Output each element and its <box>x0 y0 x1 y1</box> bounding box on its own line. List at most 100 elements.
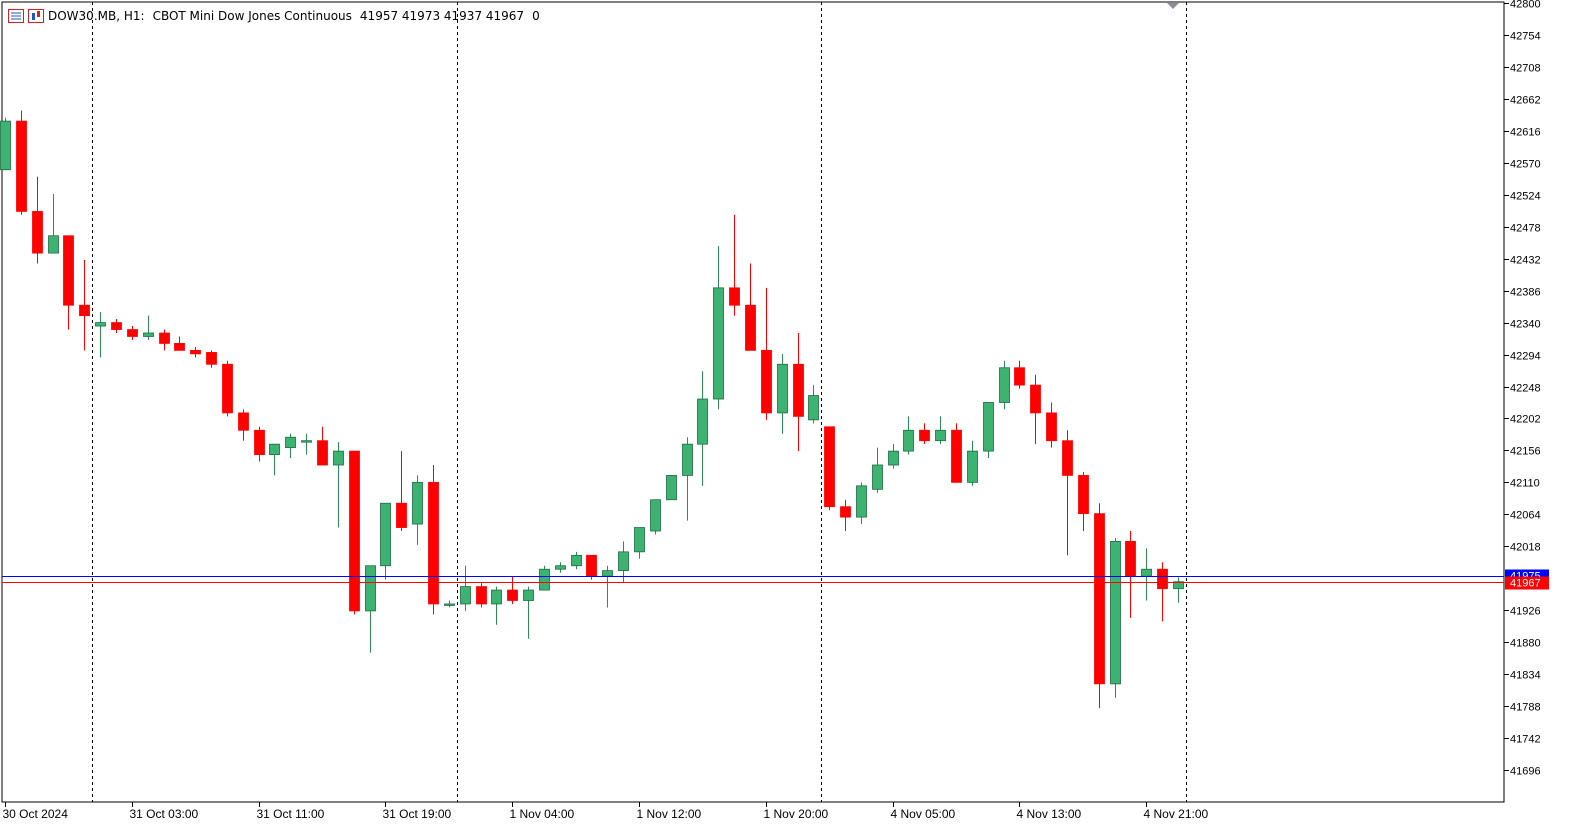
bear-candle-body[interactable] <box>63 235 74 306</box>
bull-candle-body[interactable] <box>269 443 280 455</box>
bear-candle-body[interactable] <box>1046 412 1057 442</box>
bear-candle-body[interactable] <box>349 450 360 612</box>
bear-candle-body[interactable] <box>159 332 170 344</box>
bear-candle-body[interactable] <box>317 440 328 466</box>
y-axis-tick-label: 41788 <box>1510 702 1541 714</box>
bull-candle-body[interactable] <box>967 450 978 483</box>
bull-candle-body[interactable] <box>903 429 914 452</box>
bear-candle-body[interactable] <box>586 554 597 577</box>
bull-candle-body[interactable] <box>697 398 708 445</box>
bear-candle-body[interactable] <box>428 481 439 605</box>
bull-candle-body[interactable] <box>983 402 994 452</box>
bull-candle-body[interactable] <box>602 570 613 577</box>
bear-candle-body[interactable] <box>174 343 185 351</box>
bear-candle-body[interactable] <box>222 363 233 414</box>
y-axis-tick-label: 41880 <box>1510 638 1541 650</box>
x-axis-tick-label: 1 Nov 04:00 <box>510 807 575 821</box>
bull-candle-body[interactable] <box>888 450 899 466</box>
bear-candle-body[interactable] <box>745 304 756 351</box>
y-axis-tick-label: 42754 <box>1510 31 1541 43</box>
bear-candle-body[interactable] <box>919 429 930 442</box>
bear-candle-body[interactable] <box>840 506 851 518</box>
bear-candle-body[interactable] <box>793 363 804 417</box>
bull-candle-body[interactable] <box>666 475 677 501</box>
bear-candle-body[interactable] <box>1157 568 1168 590</box>
bull-candle-body[interactable] <box>444 603 455 606</box>
bull-candle-body[interactable] <box>935 429 946 442</box>
bear-candle-body[interactable] <box>761 349 772 414</box>
y-axis-tick-label: 42570 <box>1510 159 1541 171</box>
bull-candle-body[interactable] <box>143 332 154 337</box>
bull-candle-body[interactable] <box>571 554 582 567</box>
bull-candle-body[interactable] <box>555 565 566 570</box>
y-axis-tick-label: 42340 <box>1510 319 1541 331</box>
bear-candle-body[interactable] <box>127 329 138 337</box>
bear-candle-body[interactable] <box>507 589 518 601</box>
bear-candle-body[interactable] <box>824 426 835 508</box>
y-axis-tick-label: 42386 <box>1510 287 1541 299</box>
bull-candle-body[interactable] <box>682 443 693 476</box>
chart-icon[interactable] <box>28 9 44 23</box>
bear-candle-body[interactable] <box>111 322 122 330</box>
bull-candle-body[interactable] <box>1173 581 1184 590</box>
bid-price-label: 41967 <box>1510 578 1541 590</box>
plot-frame <box>1 1 1505 803</box>
bull-candle-body[interactable] <box>539 568 550 591</box>
bear-candle-body[interactable] <box>238 412 249 431</box>
bear-candle-body[interactable] <box>1078 475 1089 515</box>
bull-candle-body[interactable] <box>856 485 867 518</box>
bear-candle-body[interactable] <box>1030 384 1041 414</box>
bull-candle-body[interactable] <box>650 499 661 532</box>
ohlc-values: 41957 41973 41937 41967 <box>359 9 525 23</box>
bull-candle-body[interactable] <box>285 436 296 449</box>
x-axis-tick-label: 4 Nov 13:00 <box>1017 807 1082 821</box>
bull-candle-body[interactable] <box>634 527 645 553</box>
bear-candle-body[interactable] <box>476 586 487 605</box>
y-axis-tick-label: 42156 <box>1510 446 1541 458</box>
bear-candle-body[interactable] <box>1125 541 1136 577</box>
y-axis-tick-label: 42248 <box>1510 383 1541 395</box>
bear-candle-body[interactable] <box>1094 513 1105 685</box>
bull-candle-body[interactable] <box>301 440 312 443</box>
bull-candle-body[interactable] <box>412 481 423 525</box>
bull-candle-body[interactable] <box>999 367 1010 403</box>
bull-candle-body[interactable] <box>0 120 11 171</box>
bull-candle-body[interactable] <box>808 395 819 421</box>
x-axis-tick-label: 1 Nov 20:00 <box>764 807 829 821</box>
bull-candle-body[interactable] <box>48 235 59 254</box>
y-axis-tick-label: 42800 <box>1510 0 1541 11</box>
bull-candle-body[interactable] <box>1141 568 1152 577</box>
bear-candle-body[interactable] <box>1062 440 1073 476</box>
bull-candle-body[interactable] <box>872 464 883 490</box>
bull-candle-body[interactable] <box>380 502 391 567</box>
y-axis-tick-label: 42524 <box>1510 191 1541 203</box>
bear-candle-body[interactable] <box>1014 367 1025 386</box>
bull-candle-body[interactable] <box>713 287 724 400</box>
bull-candle-body[interactable] <box>1110 541 1121 685</box>
bear-candle-body[interactable] <box>190 349 201 355</box>
bear-candle-body[interactable] <box>396 502 407 528</box>
bull-candle-body[interactable] <box>618 551 629 572</box>
bear-candle-body[interactable] <box>951 429 962 483</box>
bull-candle-body[interactable] <box>777 363 788 414</box>
y-axis-tick-label: 42432 <box>1510 255 1541 267</box>
bull-candle-body[interactable] <box>523 589 534 601</box>
list-icon[interactable] <box>8 9 24 23</box>
bull-candle-body[interactable] <box>491 589 502 605</box>
bear-candle-body[interactable] <box>206 352 217 365</box>
x-axis-tick-label: 4 Nov 21:00 <box>1144 807 1209 821</box>
y-axis-tick-label: 42708 <box>1510 63 1541 75</box>
y-axis-tick-label: 42478 <box>1510 223 1541 235</box>
bull-candle-body[interactable] <box>460 586 471 605</box>
bull-candle-body[interactable] <box>95 322 106 327</box>
y-axis-tick-label: 42662 <box>1510 95 1541 107</box>
chart-shift-marker[interactable] <box>1167 3 1179 9</box>
bear-candle-body[interactable] <box>79 304 90 317</box>
bull-candle-body[interactable] <box>365 565 376 612</box>
bear-candle-body[interactable] <box>16 120 27 212</box>
bear-candle-body[interactable] <box>254 429 265 455</box>
bear-candle-body[interactable] <box>32 211 43 254</box>
bull-candle-body[interactable] <box>333 450 344 466</box>
bear-candle-body[interactable] <box>729 287 740 306</box>
